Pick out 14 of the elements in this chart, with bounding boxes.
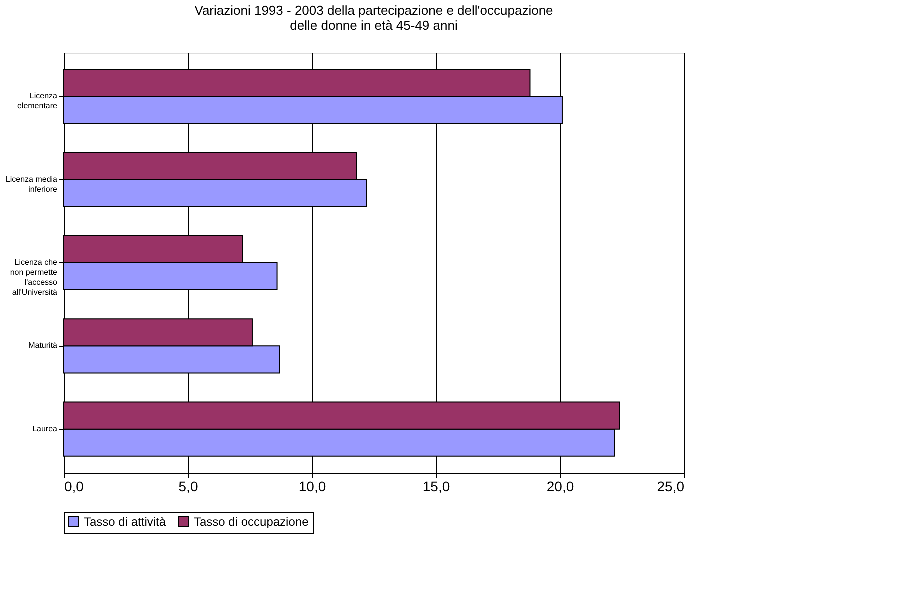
y-tick-label: Licenza media inferiore (6, 174, 58, 194)
y-tick-label: Licenza che non permette l'accesso all'Università (10, 258, 58, 297)
x-tick-label: 10,0 (298, 478, 326, 494)
x-tick-label: 0,0 (64, 478, 84, 494)
x-tick-label: 5,0 (178, 478, 198, 494)
legend-label: Tasso di attività (84, 515, 166, 529)
x-tick-label: 25,0 (657, 478, 685, 494)
x-tick-label: 20,0 (546, 478, 574, 494)
y-tick-label: Licenza elementare (17, 92, 58, 111)
chart-title: Variazioni 1993 - 2003 della partecipazione e dell'occupazione delle donne in età 45-49 anni (194, 3, 554, 33)
x-tick-label: 15,0 (422, 478, 450, 494)
y-tick-label: Maturità (28, 341, 58, 350)
legend-label: Tasso di occupazione (194, 515, 310, 529)
y-tick-label: Laurea (32, 424, 58, 434)
